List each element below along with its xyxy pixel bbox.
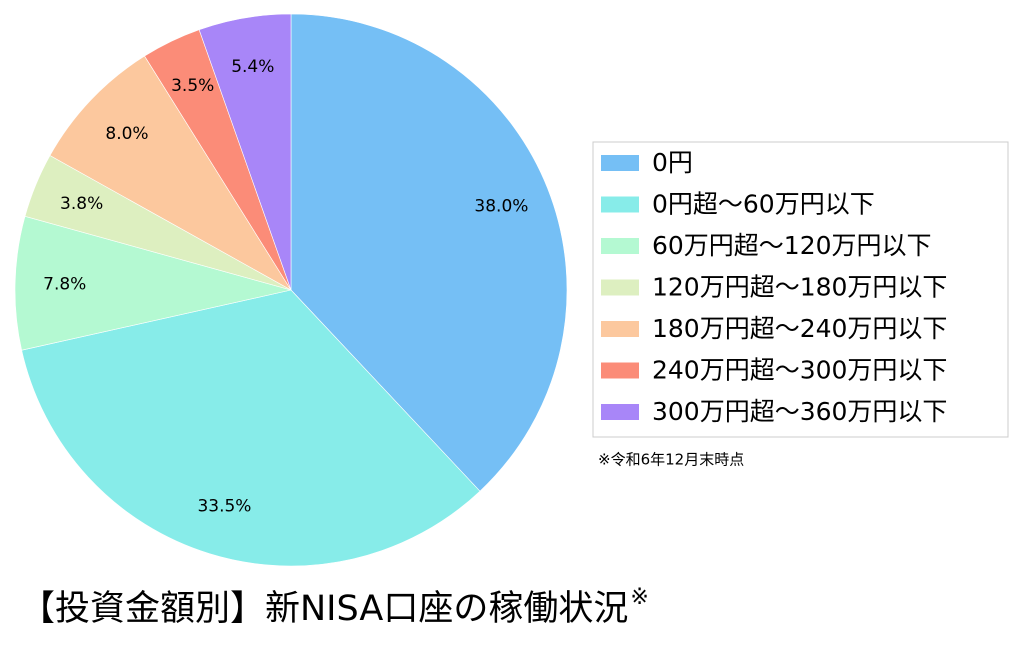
pie-slice xyxy=(198,13,292,291)
chart-title: 【投資金額別】新NISA口座の稼働状況 xyxy=(20,589,628,629)
data-label: 7.8% xyxy=(43,274,86,294)
data-label: 3.8% xyxy=(60,194,103,214)
legend-swatch xyxy=(601,279,639,296)
pie-slice xyxy=(21,289,481,567)
legend-swatch xyxy=(601,196,639,213)
legend-label: 0円 xyxy=(652,148,693,177)
legend-label: 0円超〜60万円以下 xyxy=(652,190,875,219)
legend-label: 300万円超〜360万円以下 xyxy=(652,397,947,426)
legend-swatch xyxy=(601,321,639,337)
pie-slice xyxy=(49,55,292,291)
legend-box xyxy=(592,141,1009,438)
legend-label: 120万円超〜180万円以下 xyxy=(652,273,947,302)
legend-swatch xyxy=(601,362,639,379)
legend-swatch xyxy=(601,404,639,420)
data-label: 33.5% xyxy=(197,496,251,516)
legend-label: 60万円超〜120万円以下 xyxy=(652,231,932,260)
data-label: 3.5% xyxy=(171,76,214,96)
title-mark: ※ xyxy=(630,585,648,610)
pie-slice xyxy=(290,13,568,492)
data-label: 38.0% xyxy=(474,197,528,217)
data-label: 8.0% xyxy=(105,124,148,144)
data-label: 5.4% xyxy=(231,57,274,77)
pie-slice xyxy=(14,215,292,351)
note: ※令和6年12月末時点 xyxy=(598,451,744,469)
legend-swatch xyxy=(601,155,639,171)
legend-label: 240万円超〜300万円以下 xyxy=(652,356,947,385)
legend-swatch xyxy=(601,238,639,254)
legend-label: 180万円超〜240万円以下 xyxy=(652,314,947,343)
